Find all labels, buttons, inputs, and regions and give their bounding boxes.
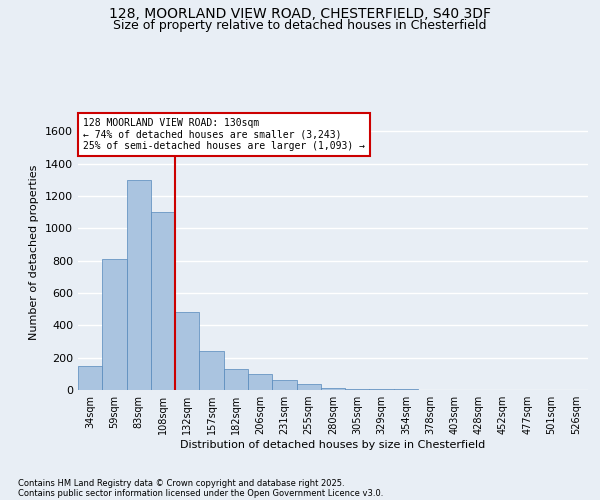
Bar [78, 366, 102, 390]
Text: 128 MOORLAND VIEW ROAD: 130sqm
← 74% of detached houses are smaller (3,243)
25% : 128 MOORLAND VIEW ROAD: 130sqm ← 74% of … [83, 118, 365, 151]
Text: Contains HM Land Registry data © Crown copyright and database right 2025.: Contains HM Land Registry data © Crown c… [18, 478, 344, 488]
Text: Contains public sector information licensed under the Open Government Licence v3: Contains public sector information licen… [18, 488, 383, 498]
Y-axis label: Number of detached properties: Number of detached properties [29, 165, 40, 340]
Bar [248, 374, 272, 390]
Bar [127, 180, 151, 390]
Bar [370, 389, 394, 390]
Bar [321, 388, 345, 390]
Bar [199, 351, 224, 390]
Bar [296, 384, 321, 390]
Bar [345, 389, 370, 390]
Bar [272, 380, 296, 390]
Text: Size of property relative to detached houses in Chesterfield: Size of property relative to detached ho… [113, 19, 487, 32]
X-axis label: Distribution of detached houses by size in Chesterfield: Distribution of detached houses by size … [181, 440, 485, 450]
Bar [394, 389, 418, 390]
Bar [224, 369, 248, 390]
Text: 128, MOORLAND VIEW ROAD, CHESTERFIELD, S40 3DF: 128, MOORLAND VIEW ROAD, CHESTERFIELD, S… [109, 8, 491, 22]
Bar [175, 312, 199, 390]
Bar [151, 212, 175, 390]
Bar [102, 259, 127, 390]
